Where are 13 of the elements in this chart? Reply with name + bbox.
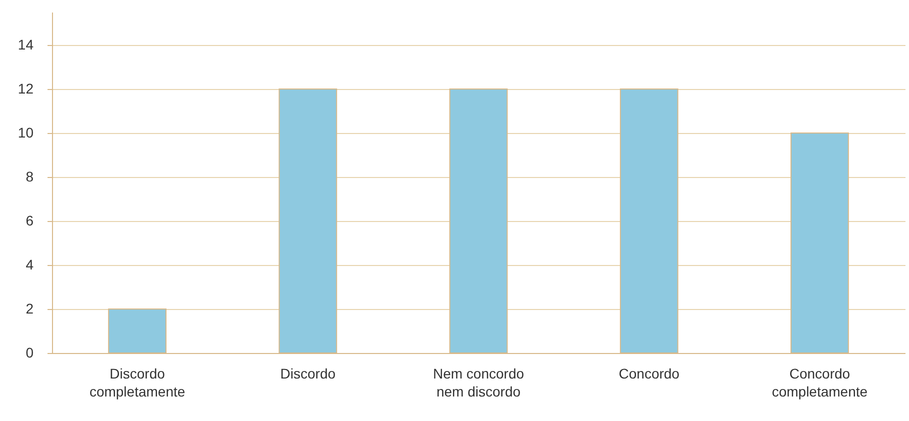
y-tick-label: 14: [18, 36, 34, 52]
x-tick-label: Concordo completamente: [772, 366, 868, 400]
y-tick-label: 0: [26, 344, 34, 360]
y-tick-label: 10: [18, 124, 34, 140]
y-tick-label: 2: [26, 300, 34, 316]
y-tick-label: 4: [26, 256, 34, 272]
y-tick-label: 6: [26, 212, 34, 228]
x-tick-label: Nem concordo nem discordo: [432, 366, 524, 400]
x-tick-label: Concordo: [618, 366, 680, 382]
y-tick-label: 8: [26, 168, 34, 184]
x-tick-label: Discordo completamente: [89, 366, 186, 400]
x-tick-label: Discordo: [280, 366, 336, 382]
y-tick-label: 12: [18, 80, 34, 96]
